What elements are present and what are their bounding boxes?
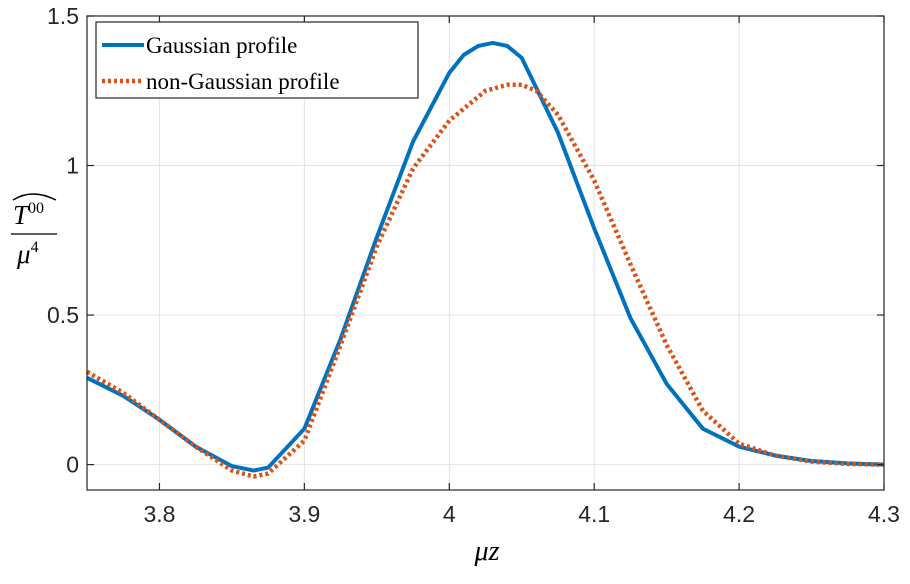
x-tick-label: 4.1	[578, 501, 610, 527]
x-tick-label: 4	[443, 501, 456, 527]
y-tick-label: 1	[66, 153, 79, 179]
series-line-gaussian	[86, 40, 885, 473]
y-tick-label: 1.5	[47, 3, 79, 29]
y-axis-label: T00 μ4	[11, 193, 57, 269]
x-tick-label: 4.2	[723, 501, 755, 527]
plot-frame	[86, 15, 885, 491]
svg-text:μ4: μ4	[16, 239, 39, 269]
x-tick-label: 3.8	[143, 501, 175, 527]
hat-accent	[12, 193, 57, 201]
series-group	[85, 40, 885, 479]
y-tick-label: 0	[66, 452, 79, 478]
tick-labels: 3.8 3.9 4 4.1 4.2 4.3 0 0.5 1 1.5	[47, 3, 900, 527]
y-label-denominator-superscript: 4	[31, 239, 39, 256]
y-tick-label: 0.5	[47, 302, 79, 328]
svg-text:T00: T00	[13, 200, 44, 230]
x-tick-label: 3.9	[288, 501, 320, 527]
legend-label-non-gaussian: non-Gaussian profile	[146, 69, 340, 94]
y-label-numerator-superscript: 00	[28, 200, 44, 217]
x-axis-label: μz	[474, 536, 500, 567]
series-line-non-gaussian	[85, 82, 885, 479]
axes	[86, 15, 885, 491]
y-label-numerator-symbol: T	[13, 200, 30, 230]
x-tick-label: 4.3	[868, 501, 900, 527]
legend: Gaussian profile non-Gaussian profile	[95, 21, 419, 99]
legend-box	[95, 21, 419, 99]
y-label-denominator-symbol: μ	[16, 239, 31, 269]
legend-label-gaussian: Gaussian profile	[146, 33, 297, 58]
